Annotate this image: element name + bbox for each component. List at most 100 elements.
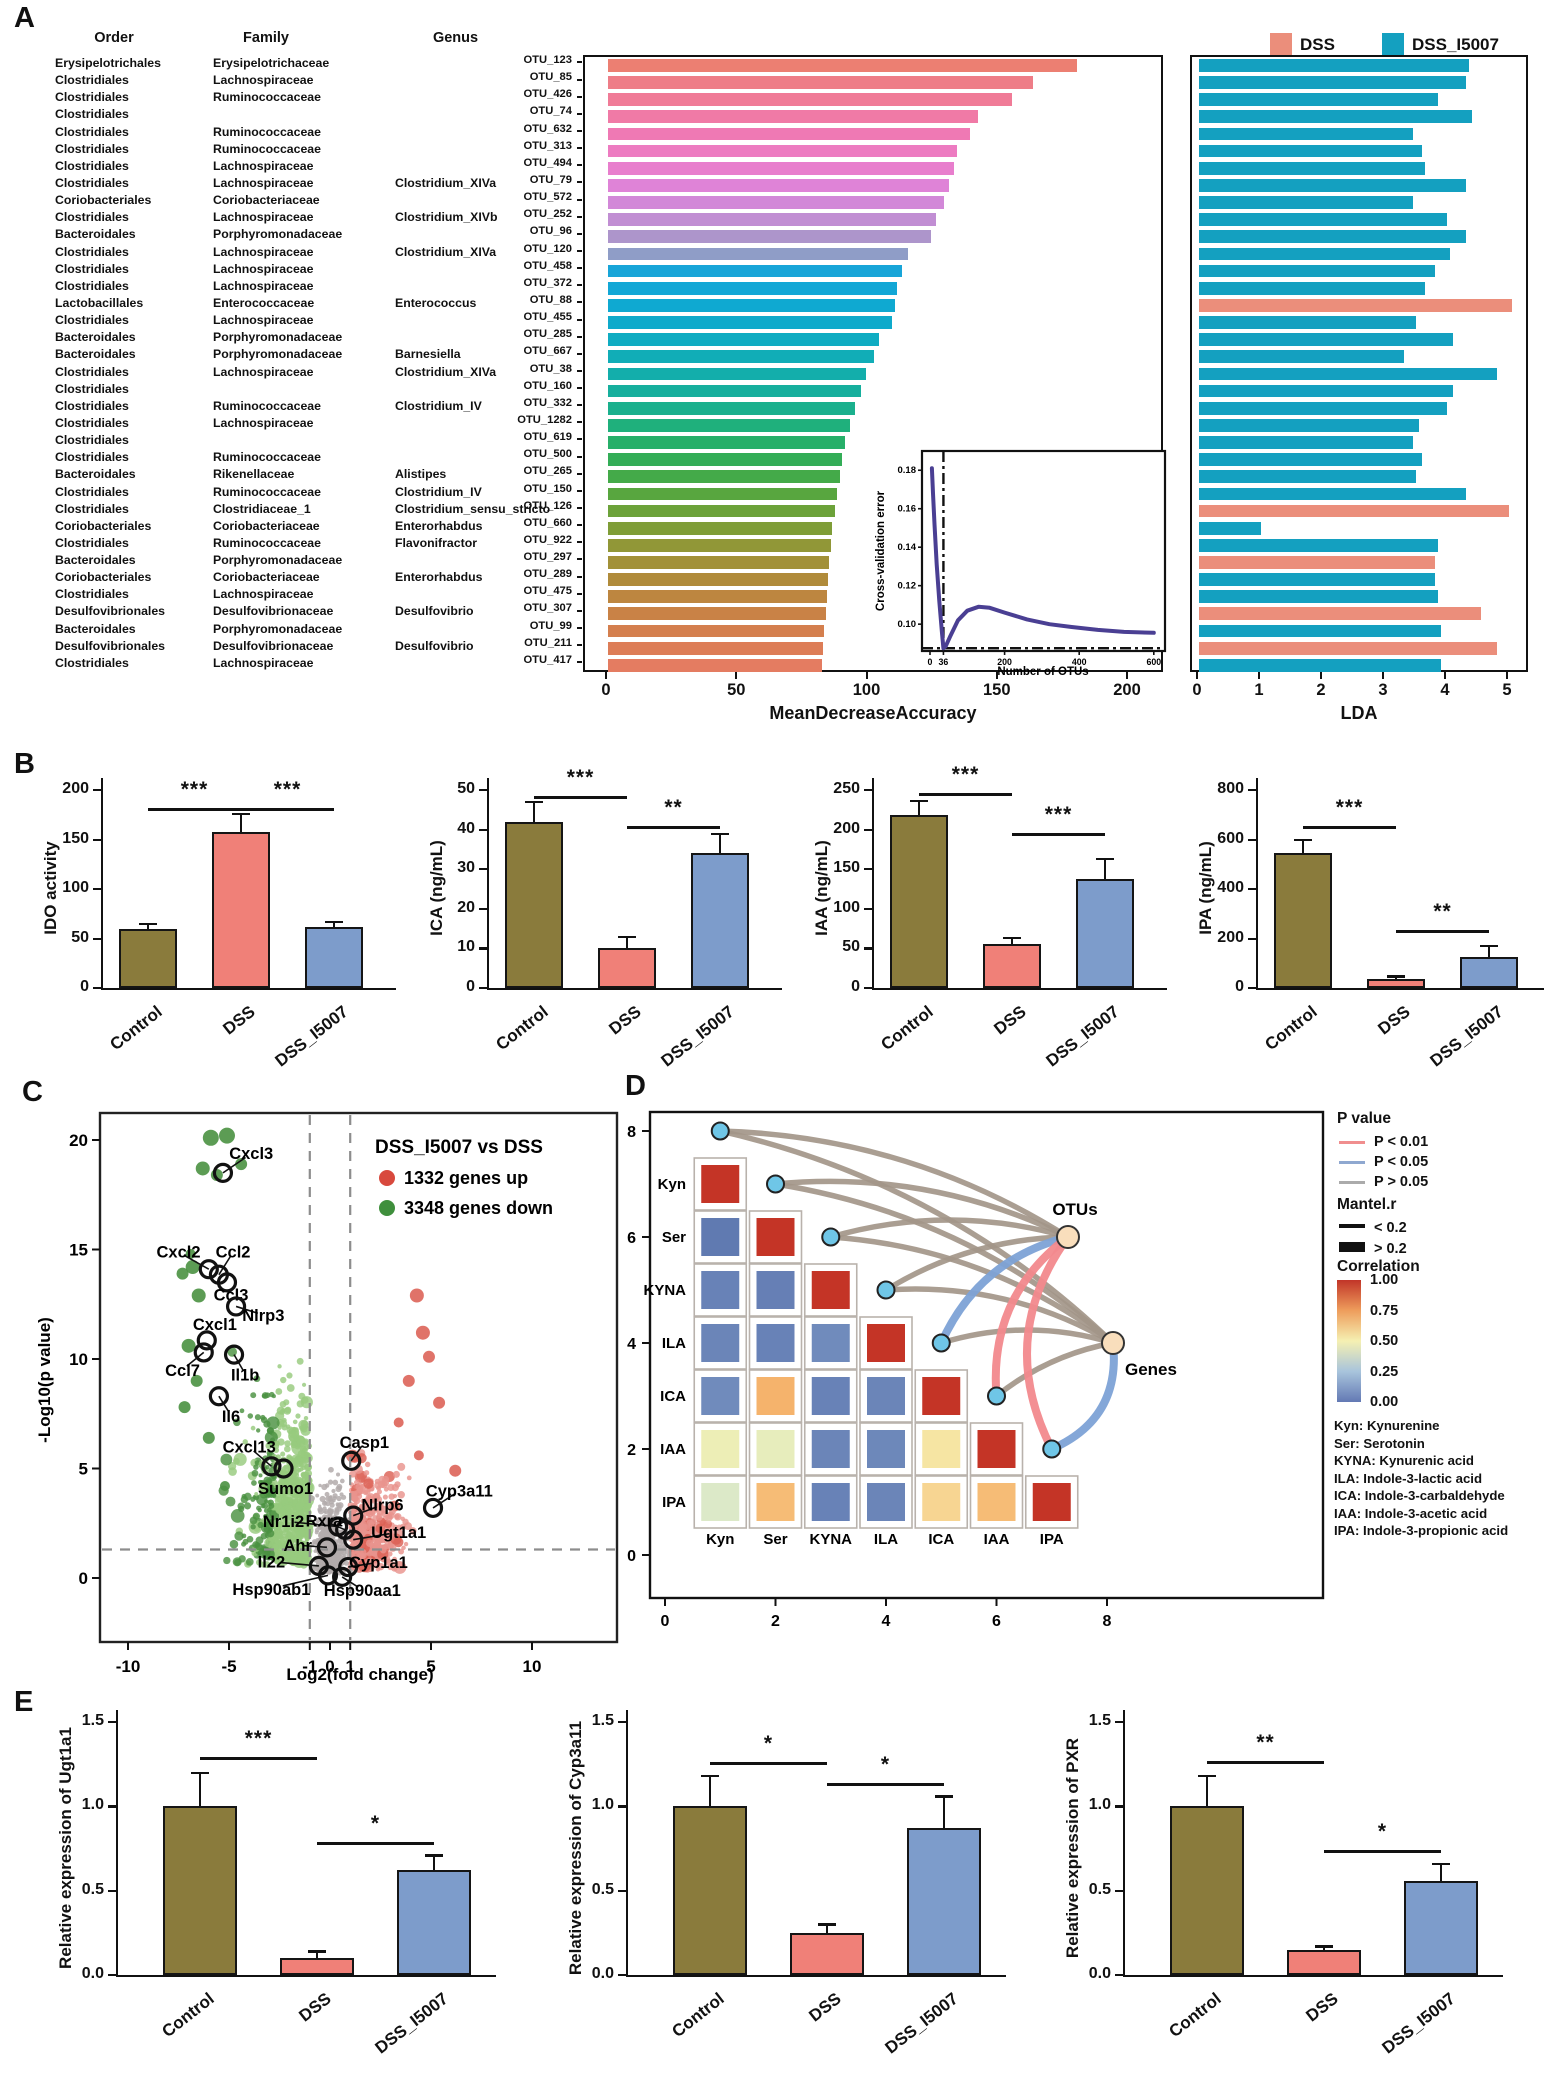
heatmap-cell bbox=[977, 1483, 1016, 1521]
otu-label: OTU_632 bbox=[523, 122, 572, 135]
otu-tick bbox=[577, 421, 582, 424]
taxonomy-table: Erysipelotrichales Erysipelotrichaceae Clo… bbox=[51, 55, 583, 677]
sig-stars: *** bbox=[273, 777, 302, 801]
mda-bar bbox=[608, 230, 932, 244]
otu-label: OTU_74 bbox=[529, 105, 572, 118]
y-axis-label: Relative expression of PXR bbox=[1063, 1737, 1082, 1958]
error-bar-stem bbox=[1394, 976, 1398, 980]
y-tick bbox=[864, 789, 872, 792]
y-tick-label: 0 bbox=[466, 978, 475, 995]
data-point bbox=[300, 1439, 305, 1444]
mda-bar bbox=[608, 556, 830, 569]
error-bar-cap bbox=[1294, 838, 1312, 841]
y-tick-label: 10 bbox=[457, 938, 475, 956]
x-category-label: DSS bbox=[295, 1989, 335, 2026]
otu-label: OTU_96 bbox=[529, 225, 572, 238]
lda-bar bbox=[1199, 110, 1472, 124]
data-point bbox=[304, 1496, 310, 1501]
error-bar-stem bbox=[917, 801, 921, 816]
taxonomy-cell: Bacteroidales bbox=[55, 553, 136, 568]
otu-label: OTU_426 bbox=[523, 88, 572, 101]
data-point bbox=[284, 1406, 292, 1414]
col-header-order: Order bbox=[94, 30, 134, 46]
data-point bbox=[321, 1483, 328, 1491]
y-tick-label: 1.5 bbox=[1088, 1712, 1111, 1729]
heatmap-row-label: KYNA bbox=[643, 1282, 686, 1299]
taxonomy-cell: Ruminococcaceae bbox=[213, 535, 321, 550]
data-point bbox=[195, 1161, 210, 1176]
cv-xtick-label: 200 bbox=[997, 657, 1012, 667]
gene-point bbox=[422, 1497, 444, 1519]
data-point bbox=[284, 1445, 291, 1453]
otu-label: OTU_123 bbox=[523, 54, 572, 66]
data-point bbox=[387, 1551, 393, 1557]
data-point bbox=[262, 1548, 275, 1561]
taxonomy-cell: Bacteroidales bbox=[55, 227, 136, 242]
mda-bar bbox=[608, 298, 895, 312]
data-point bbox=[219, 1481, 230, 1492]
heatmap-col-label: ICA bbox=[928, 1531, 954, 1548]
data-point bbox=[287, 1535, 296, 1544]
correlation-legend-title: Correlation bbox=[1337, 1258, 1420, 1275]
link-curve bbox=[717, 1128, 1071, 1240]
error-bar-cap bbox=[191, 1771, 209, 1774]
link-curve bbox=[828, 1234, 1116, 1346]
gene-label: Hsp90aa1 bbox=[324, 1582, 401, 1600]
y-tick-label: 600 bbox=[1217, 829, 1244, 847]
heatmap-cell bbox=[811, 1377, 850, 1415]
taxonomy-cell: Barnesiella bbox=[395, 347, 461, 362]
otu-label: OTU_289 bbox=[523, 568, 572, 581]
taxonomy-cell: Rikenellaceae bbox=[213, 467, 295, 482]
data-point bbox=[268, 1503, 275, 1509]
otu-labels: OTU_123 OTU_85 OTU_426 OTU_74 OTU_632 OTU_313… bbox=[436, 54, 583, 677]
x-axis-label: Log2(fold change) bbox=[286, 1665, 433, 1684]
error-bar-cap bbox=[1198, 1774, 1216, 1778]
otu-tick bbox=[577, 215, 582, 218]
gene-point bbox=[225, 1296, 247, 1317]
data-point bbox=[383, 1487, 389, 1492]
otus-node-label: OTUs bbox=[1052, 1200, 1097, 1219]
bar bbox=[280, 1958, 354, 1975]
correlation-tick-label: 0.50 bbox=[1370, 1333, 1399, 1349]
lda-axis-tick bbox=[1258, 672, 1261, 679]
gene-label: Rxra bbox=[306, 1513, 344, 1531]
heatmap-cell bbox=[922, 1377, 961, 1415]
data-point bbox=[256, 1493, 268, 1506]
error-bar-stem bbox=[825, 1924, 829, 1933]
y-tick bbox=[1248, 987, 1256, 990]
lda-tick-label: 1 bbox=[1254, 681, 1264, 699]
y-axis-label: IPA (ng/mL) bbox=[1196, 841, 1215, 935]
x-tick-label: 1 bbox=[345, 1657, 354, 1676]
y-tick-label: 0 bbox=[79, 1569, 88, 1588]
mda-tick-label: 100 bbox=[852, 681, 881, 699]
taxonomy-cell: Clostridiales bbox=[55, 381, 129, 396]
taxonomy-cell: Coriobacteriaceae bbox=[213, 193, 320, 208]
data-point bbox=[327, 1568, 332, 1573]
lda-bar bbox=[1199, 487, 1466, 501]
otu-label: OTU_372 bbox=[523, 276, 572, 289]
otu-label: OTU_285 bbox=[523, 328, 572, 341]
y-tick-label: 10 bbox=[69, 1350, 88, 1369]
data-point bbox=[190, 1374, 203, 1387]
data-point bbox=[245, 1558, 254, 1566]
link-curve bbox=[937, 1233, 1072, 1347]
data-point bbox=[263, 1525, 271, 1533]
error-bar-stem bbox=[718, 833, 722, 854]
link-curve bbox=[772, 1178, 1071, 1240]
mda-axis-tick bbox=[995, 672, 998, 679]
data-point bbox=[364, 1461, 371, 1468]
taxonomy-cell: Desulfovibrionales bbox=[55, 604, 166, 619]
y-tick bbox=[1248, 789, 1256, 792]
mda-bar bbox=[608, 418, 851, 432]
data-point bbox=[191, 1288, 206, 1303]
lda-bar bbox=[1199, 607, 1482, 621]
data-point bbox=[375, 1566, 381, 1572]
data-point bbox=[415, 1325, 430, 1340]
x-axis-line bbox=[626, 1975, 1006, 1978]
abbreviation: ILA: Indole-3-lactic acid bbox=[1334, 1470, 1483, 1486]
bar bbox=[163, 1806, 237, 1975]
heatmap-col-label: KYNA bbox=[809, 1531, 852, 1548]
data-point bbox=[337, 1485, 342, 1491]
y-tick bbox=[864, 987, 872, 990]
data-point bbox=[331, 1556, 337, 1563]
